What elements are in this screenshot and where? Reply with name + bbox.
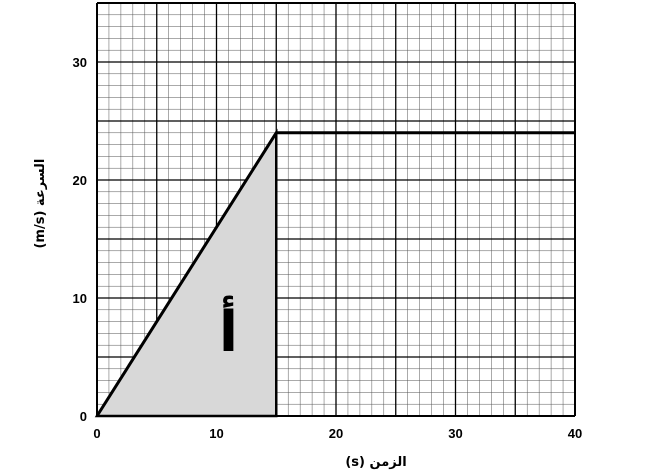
x-tick-label: 0: [93, 426, 100, 441]
y-axis-title: السرعة (m/s): [33, 159, 48, 249]
x-tick-label: 30: [448, 426, 462, 441]
y-tick-label: 0: [80, 409, 87, 424]
tick-labels: 0 10 20 30 40 0 10 20 30: [73, 55, 583, 441]
x-tick-label: 10: [209, 426, 223, 441]
velocity-series-line: [95, 131, 575, 417]
x-tick-label: 20: [329, 426, 343, 441]
x-tick-label: 40: [568, 426, 582, 441]
y-tick-label: 10: [73, 291, 87, 306]
y-tick-label: 30: [73, 55, 87, 70]
y-tick-label: 20: [73, 173, 87, 188]
x-axis-title: الزمن (s): [345, 455, 406, 470]
shaded-area-label: أ: [219, 295, 238, 365]
